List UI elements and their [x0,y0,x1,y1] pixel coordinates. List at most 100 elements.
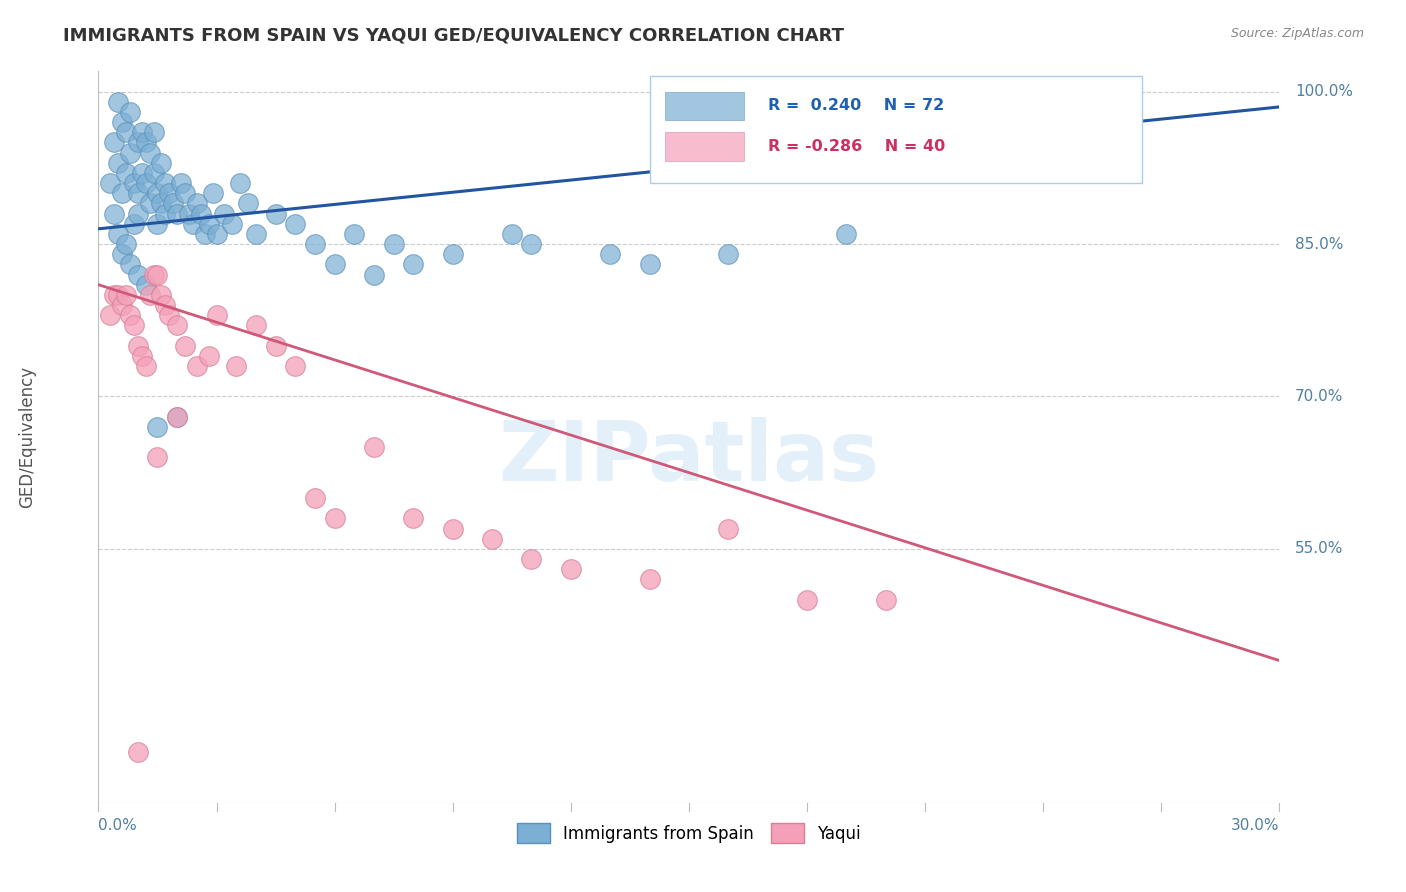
Point [174,339,197,353]
Point [118,308,141,322]
Point [186,359,208,373]
Point [304,491,326,505]
Point [146,420,169,434]
Point [166,318,188,333]
Point [520,552,543,566]
Point [197,217,219,231]
Point [142,125,165,139]
Point [205,308,228,322]
Point [717,247,740,261]
Point [236,196,259,211]
Point [194,227,217,241]
Point [103,206,125,220]
Point [131,125,153,139]
Point [181,217,204,231]
Point [166,206,188,220]
Text: R =  0.240    N = 72: R = 0.240 N = 72 [768,98,943,113]
Point [166,409,188,424]
Point [599,247,621,261]
Point [953,85,976,99]
Text: 30.0%: 30.0% [1232,818,1279,833]
Point [115,125,138,139]
Point [131,349,153,363]
Point [135,176,157,190]
Point [264,206,287,220]
Text: 0.0%: 0.0% [98,818,138,833]
Point [323,257,346,271]
Point [177,206,200,220]
Point [157,186,180,201]
Point [343,227,366,241]
Text: 70.0%: 70.0% [1295,389,1344,404]
Point [127,186,149,201]
Point [162,196,184,211]
Point [135,277,157,292]
Point [560,562,582,576]
Point [138,196,160,211]
Point [638,257,661,271]
Point [150,155,173,169]
Text: IMMIGRANTS FROM SPAIN VS YAQUI GED/EQUIVALENCY CORRELATION CHART: IMMIGRANTS FROM SPAIN VS YAQUI GED/EQUIV… [63,27,844,45]
Point [131,166,153,180]
Point [245,227,267,241]
Point [146,186,169,201]
Point [127,268,149,282]
Point [264,339,287,353]
Text: ZIPatlas: ZIPatlas [499,417,879,498]
Point [127,136,149,150]
Point [146,450,169,465]
Text: 100.0%: 100.0% [1295,84,1353,99]
Point [402,511,425,525]
Point [115,237,138,252]
Point [146,268,169,282]
Point [382,237,405,252]
Point [170,176,193,190]
Point [157,308,180,322]
Point [481,532,503,546]
Point [115,166,138,180]
Point [118,145,141,160]
Point [284,217,307,231]
Point [111,298,134,312]
Point [638,572,661,586]
Text: Source: ZipAtlas.com: Source: ZipAtlas.com [1230,27,1364,40]
Point [155,206,177,220]
Text: R = -0.286    N = 40: R = -0.286 N = 40 [768,139,945,154]
Point [142,268,165,282]
Point [190,206,212,220]
Point [225,359,247,373]
Point [115,288,138,302]
Point [107,95,129,109]
Point [122,176,145,190]
Point [717,521,740,535]
Point [197,349,219,363]
Point [127,339,149,353]
Point [150,288,173,302]
Legend: Immigrants from Spain, Yaqui: Immigrants from Spain, Yaqui [510,817,868,849]
FancyBboxPatch shape [665,132,744,161]
Point [107,227,129,241]
Point [441,521,464,535]
Point [107,288,129,302]
Point [118,257,141,271]
Point [111,115,134,129]
Text: 55.0%: 55.0% [1295,541,1344,557]
Point [166,409,188,424]
Point [875,592,897,607]
Point [835,227,858,241]
Point [402,257,425,271]
Point [155,298,177,312]
Point [520,237,543,252]
Point [111,186,134,201]
Point [107,155,129,169]
Point [304,237,326,252]
Point [138,288,160,302]
Point [122,318,145,333]
Point [118,105,141,120]
Point [501,227,523,241]
FancyBboxPatch shape [665,92,744,120]
Point [127,206,149,220]
Point [323,511,346,525]
Point [363,440,385,454]
Point [103,136,125,150]
